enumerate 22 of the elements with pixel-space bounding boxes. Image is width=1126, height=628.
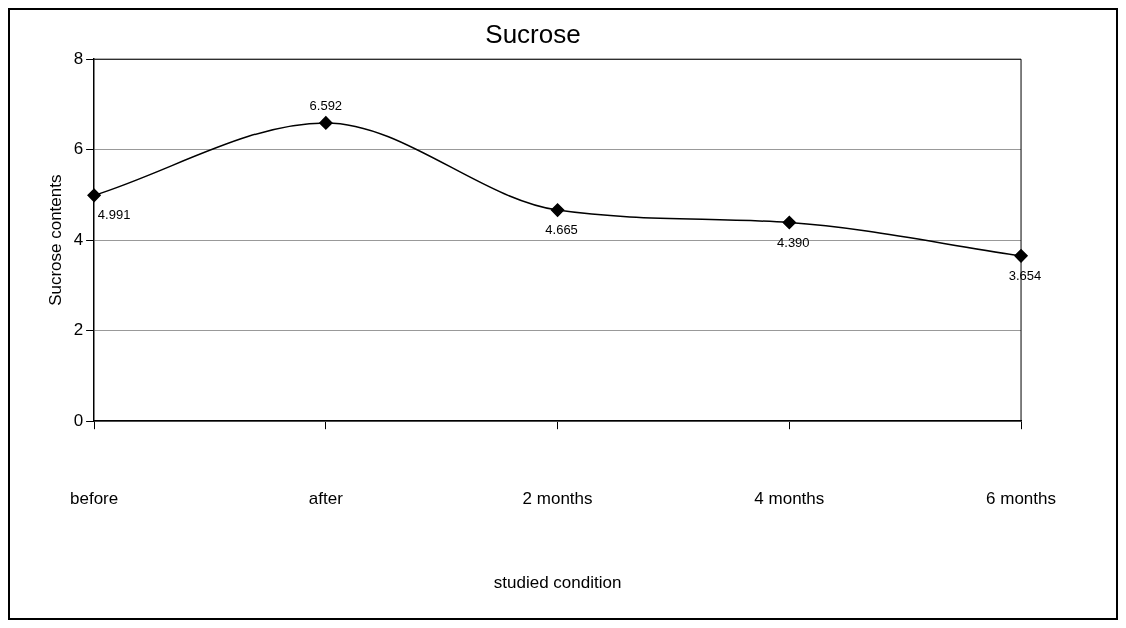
- chart-title: Sucrose: [485, 18, 581, 49]
- x-tick-label: 2 months: [522, 489, 593, 509]
- data-label: 3.654: [1008, 267, 1042, 283]
- x-axis-title: studied condition: [493, 573, 622, 593]
- y-axis-title: Sucrose contents: [46, 174, 66, 306]
- data-label: 4.665: [545, 222, 578, 238]
- y-tick-label: 2: [73, 320, 84, 340]
- x-tick-label: 6 months: [986, 489, 1057, 509]
- point: [87, 188, 101, 203]
- y-tick-label: 0: [73, 410, 84, 430]
- x-tick-label: before: [70, 489, 119, 509]
- data-label: 4.390: [777, 234, 810, 250]
- x-tick-label: 4 months: [754, 489, 825, 509]
- y-tick-label: 6: [73, 139, 84, 159]
- point: [319, 116, 333, 130]
- data-label: 6.592: [309, 97, 343, 113]
- y-tick-label: 8: [73, 48, 84, 68]
- data-label: 4.991: [97, 207, 131, 223]
- point: [782, 215, 797, 230]
- point: [550, 203, 565, 217]
- x-tick-label: after: [308, 489, 344, 509]
- y-tick-label: 4: [73, 229, 84, 249]
